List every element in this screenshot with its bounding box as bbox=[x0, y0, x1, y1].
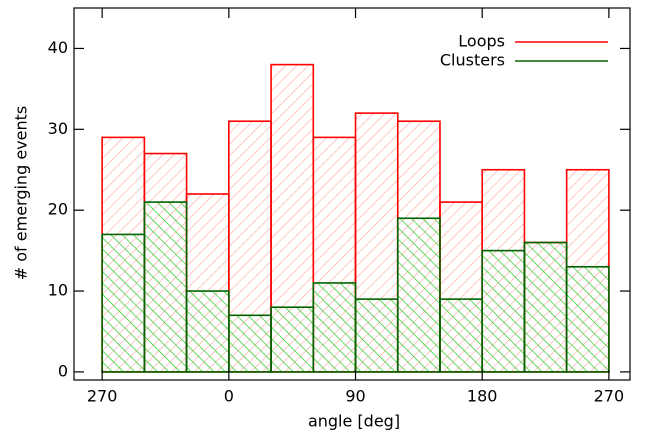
plot-frame bbox=[73, 7, 631, 381]
y-axis-label: # of emerging events bbox=[12, 106, 31, 280]
y-tick-label: 10 bbox=[48, 281, 68, 300]
bar bbox=[101, 233, 146, 373]
x-axis-label: angle [deg] bbox=[308, 412, 400, 431]
x-tick-label: 0 bbox=[224, 387, 234, 406]
bar bbox=[565, 265, 610, 373]
bar bbox=[523, 241, 568, 373]
bar bbox=[354, 298, 399, 373]
x-tick-label: 180 bbox=[467, 387, 498, 406]
y-tick-label: 40 bbox=[48, 38, 68, 57]
bar bbox=[185, 290, 230, 373]
legend-label: Clusters bbox=[440, 51, 505, 70]
x-tick-label: 90 bbox=[345, 387, 365, 406]
y-tick-label: 20 bbox=[48, 200, 68, 219]
legend-label: Loops bbox=[458, 32, 505, 51]
y-tick-label: 30 bbox=[48, 119, 68, 138]
y-tick-label: 0 bbox=[58, 361, 68, 380]
bar bbox=[270, 306, 315, 373]
bar bbox=[312, 282, 357, 373]
bar bbox=[143, 201, 188, 373]
x-tick-label: 270 bbox=[594, 387, 625, 406]
bar bbox=[481, 249, 526, 373]
bar bbox=[439, 298, 484, 373]
bar bbox=[228, 314, 272, 373]
bar bbox=[396, 217, 441, 373]
x-tick-label: 270 bbox=[87, 387, 118, 406]
